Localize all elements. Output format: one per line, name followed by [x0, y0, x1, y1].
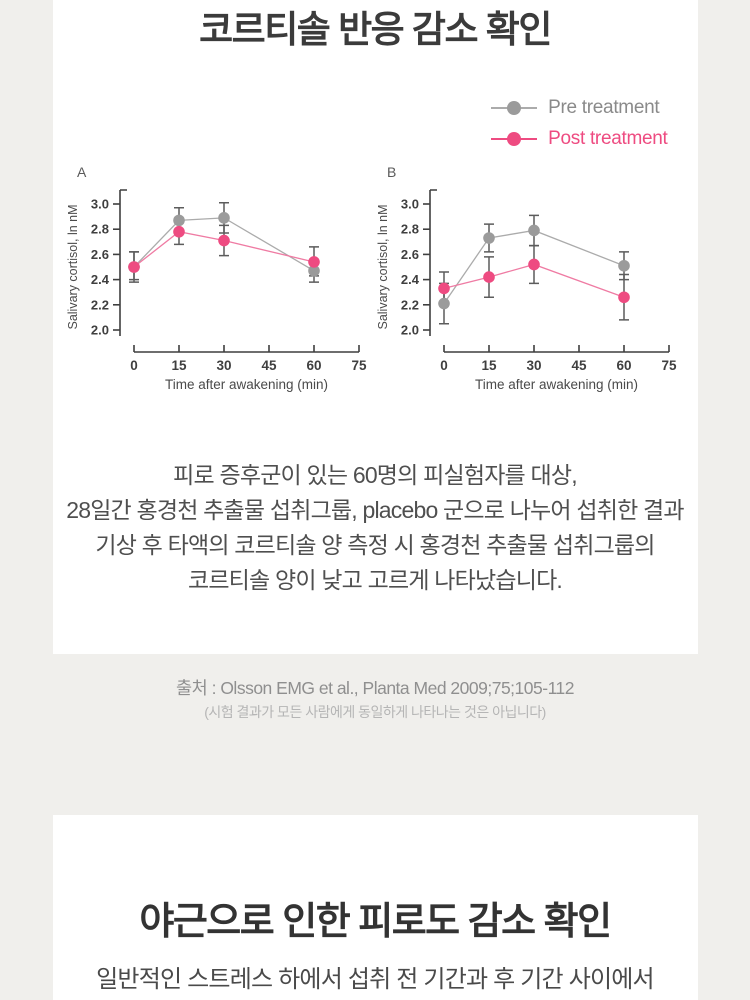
study-description-line: 기상 후 타액의 코르티솔 양 측정 시 홍경천 추출물 섭취그룹의 [95, 532, 655, 558]
section-fatigue-description: 일반적인 스트레스 하에서 섭취 전 기간과 후 기간 사이에서 [96, 966, 654, 993]
svg-text:15: 15 [171, 358, 187, 373]
legend-label-post: Post treatment [548, 128, 668, 149]
svg-text:Salivary cortisol, ln nM: Salivary cortisol, ln nM [376, 204, 390, 329]
svg-text:2.4: 2.4 [400, 272, 419, 287]
svg-text:3.0: 3.0 [90, 197, 108, 212]
section-fatigue: 야근으로 인한 피로도 감소 확인 일반적인 스트레스 하에서 섭취 전 기간과… [52, 815, 698, 1000]
svg-text:2.8: 2.8 [400, 222, 418, 237]
svg-text:45: 45 [261, 358, 277, 373]
svg-text:B: B [387, 164, 396, 180]
citation-source: 출처 : Olsson EMG et al., Planta Med 2009;… [176, 678, 574, 698]
chart-legend: Pre treatment Post treatment [491, 96, 668, 151]
svg-text:0: 0 [440, 358, 448, 373]
svg-text:2.0: 2.0 [400, 323, 418, 338]
study-description-line: 피로 증후군이 있는 60명의 피실험자를 대상, [173, 462, 577, 488]
svg-text:A: A [77, 164, 87, 180]
svg-text:2.0: 2.0 [90, 323, 108, 338]
svg-text:2.6: 2.6 [400, 247, 418, 262]
study-description-line: 코르티솔 양이 낮고 고르게 나타났습니다. [187, 567, 563, 593]
svg-text:30: 30 [216, 358, 231, 373]
svg-text:30: 30 [526, 358, 541, 373]
svg-text:3.0: 3.0 [400, 197, 418, 212]
section-cortisol: 코르티솔 반응 감소 확인 Pre treatment Post treatme… [52, 0, 698, 654]
page-title: 코르티솔 반응 감소 확인 [199, 9, 552, 50]
legend-item-post-treatment: Post treatment [491, 127, 668, 151]
legend-item-pre-treatment: Pre treatment [491, 96, 660, 120]
study-description: 피로 증후군이 있는 60명의 피실험자를 대상, 28일간 홍경천 추출물 섭… [53, 458, 698, 598]
line-chart-b: B 2.0 2.2 2.4 2.6 2.8 3.0 Salivary cortisol, ln… [376, 164, 677, 392]
svg-text:60: 60 [306, 358, 321, 373]
svg-text:2.6: 2.6 [90, 247, 108, 262]
svg-text:Salivary cortisol, ln nM: Salivary cortisol, ln nM [66, 204, 80, 329]
legend-label-pre: Pre treatment [548, 97, 660, 118]
study-description-line: 28일간 홍경천 추출물 섭취그룹, placebo 군으로 나누어 섭취한 결… [66, 497, 684, 523]
svg-text:15: 15 [481, 358, 497, 373]
citation-disclaimer: (시험 결과가 모든 사람에게 동일하게 나타나는 것은 아닙니다) [204, 704, 546, 720]
pre-treatment-marker-icon [491, 100, 538, 116]
svg-text:Time after awakening (min): Time after awakening (min) [474, 377, 637, 392]
svg-text:0: 0 [130, 358, 138, 373]
svg-text:2.2: 2.2 [400, 297, 418, 312]
svg-text:45: 45 [571, 358, 587, 373]
svg-text:60: 60 [616, 358, 631, 373]
line-chart-a: A 2.0 2.2 2.4 2.6 2.8 3.0 Salivary cortisol, ln… [66, 164, 367, 392]
svg-text:2.2: 2.2 [90, 297, 108, 312]
charts-row: A 2.0 2.2 2.4 2.6 2.8 3.0 Salivary cortisol, ln… [53, 160, 698, 400]
citation-block: 출처 : Olsson EMG et al., Planta Med 2009;… [0, 676, 750, 723]
svg-text:75: 75 [661, 358, 677, 373]
svg-text:75: 75 [351, 358, 367, 373]
svg-text:2.8: 2.8 [90, 222, 108, 237]
section-fatigue-title: 야근으로 인한 피로도 감소 확인 [139, 901, 612, 943]
svg-text:2.4: 2.4 [90, 272, 109, 287]
post-treatment-marker-icon [491, 131, 538, 147]
svg-text:Time after awakening (min): Time after awakening (min) [164, 377, 327, 392]
